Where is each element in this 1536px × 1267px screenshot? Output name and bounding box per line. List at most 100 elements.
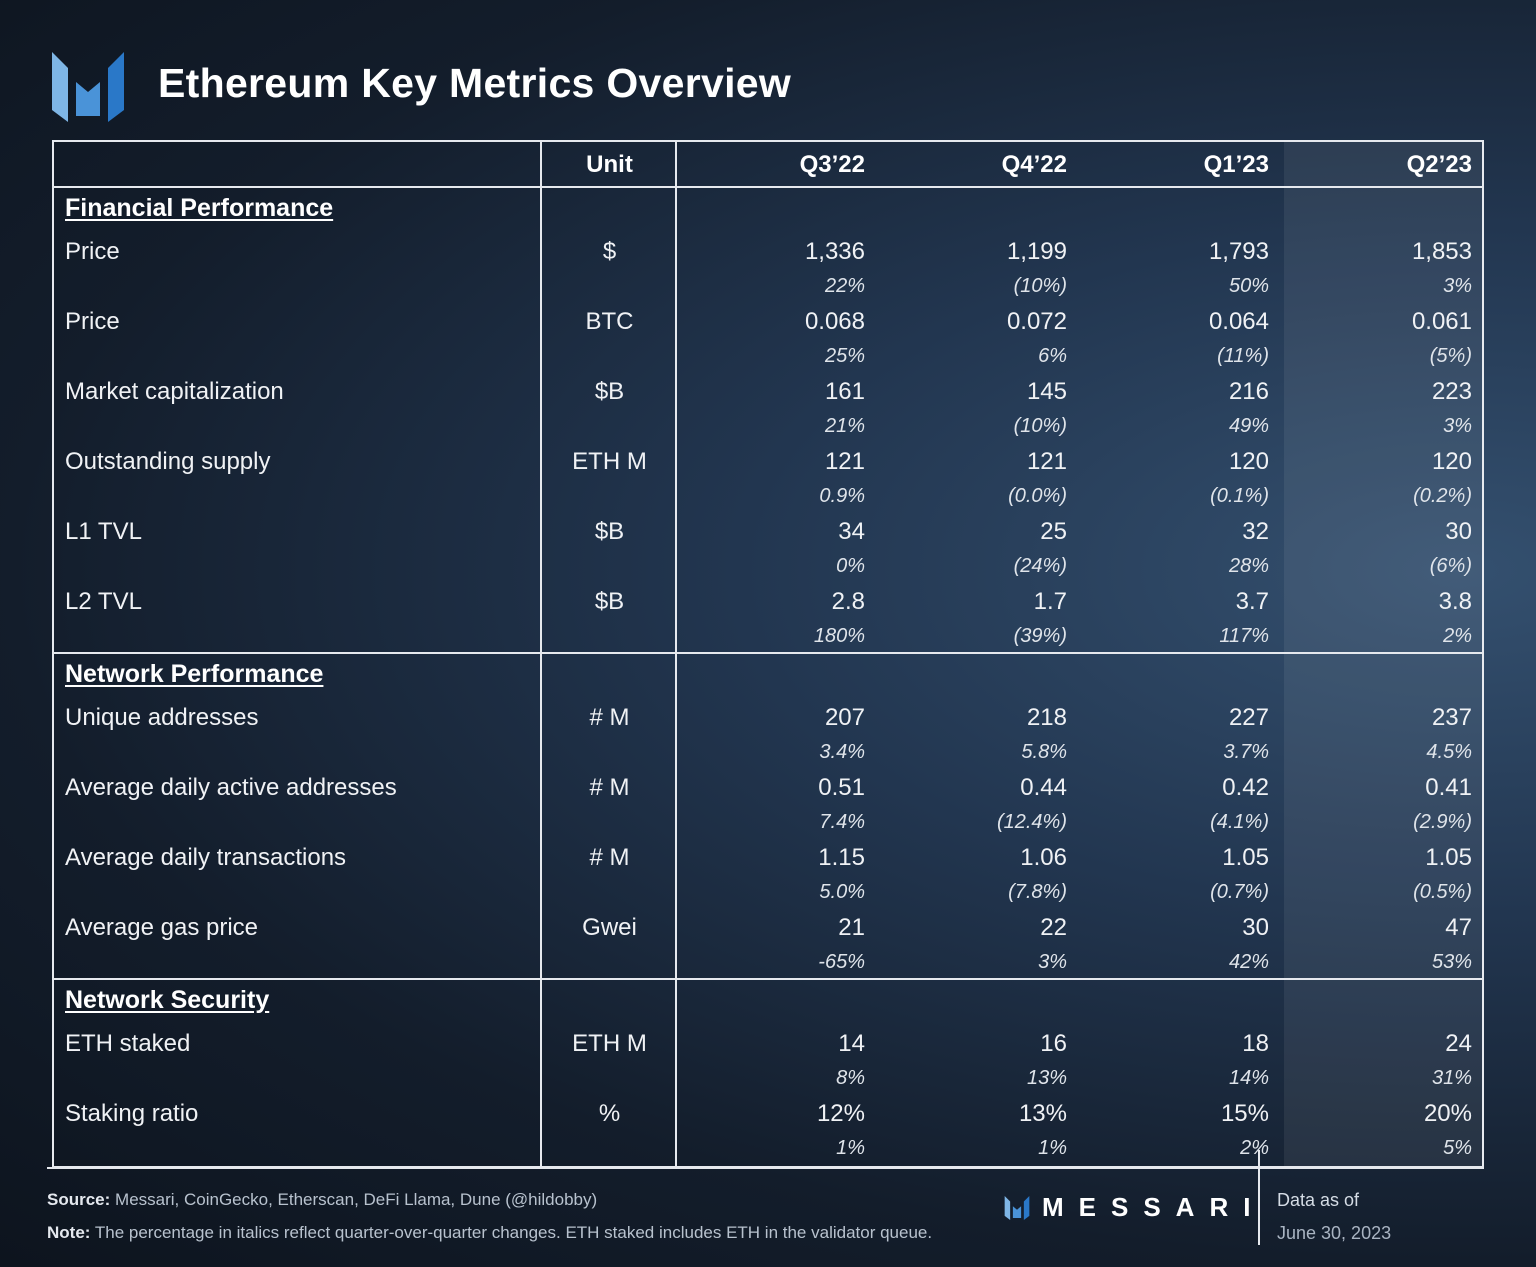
metric-value: 1,793 <box>1208 238 1269 265</box>
metric-value: 121 <box>824 448 865 475</box>
brand-logo: MESSARI <box>1004 1192 1265 1223</box>
metric-value: 0.064 <box>1208 308 1269 335</box>
footnote: Note: The percentage in italics reflect … <box>47 1223 932 1243</box>
metric-value: 121 <box>1026 448 1067 475</box>
metric-unit: % <box>598 1100 621 1127</box>
header-divider <box>54 186 1482 188</box>
metric-value: 18 <box>1242 1030 1269 1057</box>
metric-value: 16 <box>1040 1030 1067 1057</box>
qoq-change: 14% <box>1228 1067 1269 1089</box>
qoq-change: 25% <box>824 345 865 367</box>
qoq-change: 3.7% <box>1223 741 1269 763</box>
metrics-table: Unit Q3’22 Q4’22 Q1’23 Q2’23 Financial Perfor… <box>52 140 1484 1168</box>
metric-unit: # M <box>589 704 630 731</box>
metric-unit: Gwei <box>582 914 637 941</box>
header-quarter: Q4’22 <box>1001 151 1067 178</box>
metric-label: Outstanding supply <box>65 448 271 475</box>
footer-vertical-divider <box>1258 1150 1260 1245</box>
qoq-change: (0.0%) <box>1008 485 1067 507</box>
qoq-change: 5.0% <box>819 881 865 903</box>
messari-logo-icon <box>52 52 124 122</box>
qoq-change: 5% <box>1443 1137 1472 1159</box>
qoq-change: 2% <box>1443 625 1472 647</box>
page-title: Ethereum Key Metrics Overview <box>158 60 792 106</box>
qoq-change: 0.9% <box>819 485 865 507</box>
qoq-change: 50% <box>1228 275 1269 297</box>
metric-value: 0.41 <box>1425 774 1472 801</box>
messari-mark-icon <box>1004 1195 1030 1220</box>
qoq-change: 6% <box>1038 345 1067 367</box>
metric-value: 1.05 <box>1222 844 1269 871</box>
qoq-change: 42% <box>1228 951 1269 973</box>
metric-value: 237 <box>1431 704 1472 731</box>
metric-value: 120 <box>1228 448 1269 475</box>
metric-value: 218 <box>1026 704 1067 731</box>
column-divider <box>540 142 542 1166</box>
metric-value: 0.44 <box>1020 774 1067 801</box>
metric-value: 13% <box>1018 1100 1067 1127</box>
qoq-change: (7.8%) <box>1008 881 1067 903</box>
metric-value: 1.05 <box>1425 844 1472 871</box>
section-heading: Network Performance <box>65 660 324 688</box>
metric-label: Price <box>65 238 120 265</box>
qoq-change: 3% <box>1443 415 1472 437</box>
qoq-change: 2% <box>1240 1137 1269 1159</box>
metric-value: 22 <box>1040 914 1067 941</box>
metric-value: 0.42 <box>1222 774 1269 801</box>
metric-value: 0.061 <box>1411 308 1472 335</box>
qoq-change: 3% <box>1443 275 1472 297</box>
footer-divider <box>47 1167 1484 1169</box>
metric-unit: $B <box>594 518 625 545</box>
qoq-change: (10%) <box>1013 415 1067 437</box>
metric-value: 34 <box>838 518 865 545</box>
metric-label: Market capitalization <box>65 378 284 405</box>
metric-value: 30 <box>1242 914 1269 941</box>
qoq-change: (4.1%) <box>1210 811 1269 833</box>
q2-highlight-column <box>1284 142 1484 1166</box>
metric-value: 216 <box>1228 378 1269 405</box>
qoq-change: 7.4% <box>819 811 865 833</box>
column-divider <box>675 142 677 1166</box>
metric-value: 24 <box>1445 1030 1472 1057</box>
qoq-change: 53% <box>1431 951 1472 973</box>
metric-unit: $B <box>594 588 625 615</box>
metric-unit: $B <box>594 378 625 405</box>
metric-value: 145 <box>1026 378 1067 405</box>
note-label: Note: <box>47 1223 91 1242</box>
qoq-change: 117% <box>1219 625 1269 647</box>
metric-value: 12% <box>816 1100 865 1127</box>
metric-value: 25 <box>1040 518 1067 545</box>
qoq-change: 31% <box>1431 1067 1472 1089</box>
qoq-change: (0.2%) <box>1413 485 1472 507</box>
metric-label: ETH staked <box>65 1030 191 1057</box>
metric-value: 223 <box>1431 378 1472 405</box>
qoq-change: (2.9%) <box>1413 811 1472 833</box>
data-as-of-date: June 30, 2023 <box>1277 1223 1392 1243</box>
qoq-change: (39%) <box>1013 625 1067 647</box>
qoq-change: (5%) <box>1429 345 1472 367</box>
qoq-change: 21% <box>824 415 865 437</box>
metric-value: 1,199 <box>1006 238 1067 265</box>
metric-label: Price <box>65 308 120 335</box>
metric-label: Average daily transactions <box>65 844 347 871</box>
header-unit: Unit <box>586 151 633 178</box>
metric-label: Average gas price <box>65 914 259 941</box>
metric-value: 0.51 <box>818 774 865 801</box>
metric-label: L2 TVL <box>65 588 142 615</box>
metric-value: 120 <box>1431 448 1472 475</box>
qoq-change: (11%) <box>1217 345 1269 367</box>
metric-value: 2.8 <box>831 588 865 615</box>
qoq-change: (6%) <box>1429 555 1472 577</box>
metric-value: 3.8 <box>1438 588 1472 615</box>
header-quarter: Q2’23 <box>1406 151 1472 178</box>
metric-value: 30 <box>1445 518 1472 545</box>
section-divider <box>54 652 1482 654</box>
qoq-change: 22% <box>824 275 865 297</box>
metric-value: 1.7 <box>1033 588 1067 615</box>
header-quarter: Q1’23 <box>1203 151 1269 178</box>
metric-value: 14 <box>838 1030 865 1057</box>
data-as-of-label: Data as of <box>1277 1190 1360 1210</box>
metric-label: Staking ratio <box>65 1100 199 1127</box>
qoq-change: (12.4%) <box>996 811 1067 833</box>
metric-value: 3.7 <box>1235 588 1269 615</box>
